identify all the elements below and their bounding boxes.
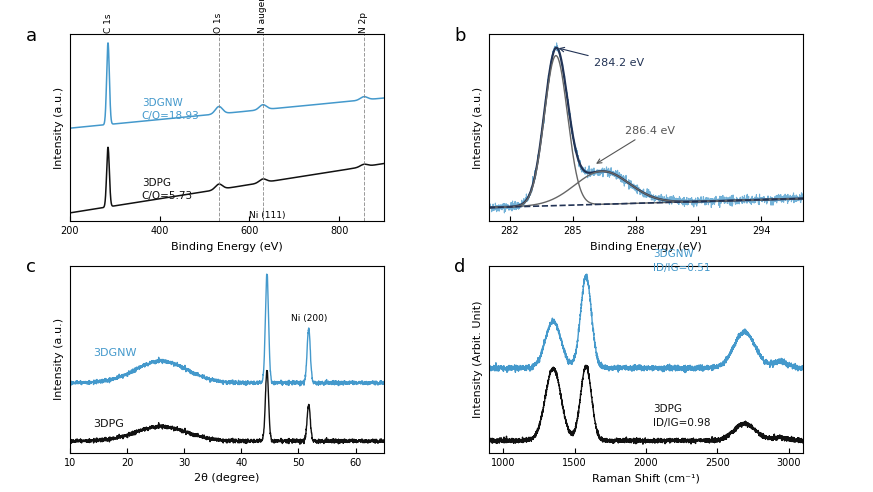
Text: C 1s: C 1s: [104, 13, 113, 32]
Text: 286.4 eV: 286.4 eV: [597, 125, 675, 163]
Text: O 1s: O 1s: [215, 12, 223, 32]
Text: 3DPG
C/O=5.73: 3DPG C/O=5.73: [141, 178, 193, 201]
Text: c: c: [26, 258, 36, 276]
Text: N 2p: N 2p: [360, 12, 368, 32]
Text: 3DGNW
ID/IG=0.51: 3DGNW ID/IG=0.51: [653, 249, 711, 273]
Text: 3DGNW: 3DGNW: [93, 348, 136, 358]
Text: 284.2 eV: 284.2 eV: [560, 47, 643, 68]
X-axis label: 2θ (degree): 2θ (degree): [195, 473, 259, 483]
Text: N auger: N auger: [258, 0, 267, 32]
Text: Ni (111): Ni (111): [249, 212, 285, 220]
Y-axis label: Intensity (a.u.): Intensity (a.u.): [54, 87, 65, 169]
Text: 3DPG: 3DPG: [93, 419, 124, 429]
Y-axis label: Intensity (Arbit. Unit): Intensity (Arbit. Unit): [473, 301, 484, 418]
X-axis label: Binding Energy (eV): Binding Energy (eV): [590, 242, 702, 252]
Text: 3DPG
ID/IG=0.98: 3DPG ID/IG=0.98: [653, 403, 711, 428]
Y-axis label: Intensity (a.u.): Intensity (a.u.): [473, 87, 484, 169]
Text: 3DGNW
C/O=18.93: 3DGNW C/O=18.93: [141, 97, 199, 121]
X-axis label: Binding Energy (eV): Binding Energy (eV): [171, 242, 283, 252]
Text: Ni (200): Ni (200): [291, 314, 327, 323]
X-axis label: Raman Shift (cm⁻¹): Raman Shift (cm⁻¹): [592, 473, 700, 483]
Y-axis label: Intensity (a.u.): Intensity (a.u.): [54, 318, 65, 400]
Text: d: d: [454, 258, 465, 276]
Text: b: b: [454, 27, 466, 45]
Text: a: a: [26, 27, 37, 45]
